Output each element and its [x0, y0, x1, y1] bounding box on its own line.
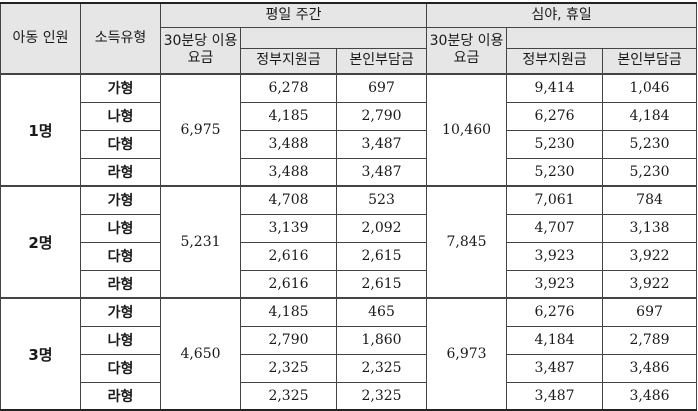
night-gov-cell: 3,487 — [506, 353, 604, 383]
night-self-cell: 4,184 — [602, 101, 698, 131]
income-type-cell: 나형 — [80, 101, 161, 131]
children-count-cell: 1명 — [0, 73, 81, 187]
weekday-gov-cell: 4,185 — [240, 297, 337, 327]
weekday-fee-cell: 5,231 — [160, 185, 241, 299]
weekday-self-cell: 1,860 — [335, 325, 428, 355]
night-gov-cell: 6,276 — [506, 101, 604, 131]
table-row: 다형 2,325 2,325 3,487 3,486 — [1, 353, 698, 383]
weekday-gov-cell: 3,139 — [240, 213, 337, 243]
weekday-gov-cell: 4,708 — [240, 185, 337, 215]
table-row: 나형 3,139 2,092 4,707 3,138 — [1, 213, 698, 243]
table-row: 3명 가형 4,650 4,185 465 6,973 6,276 697 — [0, 297, 698, 411]
header-children-count: 아동 인원 — [0, 2, 81, 75]
income-type-cell: 다형 — [80, 241, 161, 271]
weekday-self-cell: 2,615 — [335, 241, 428, 271]
night-gov-cell: 4,184 — [506, 325, 604, 355]
income-type-cell: 다형 — [80, 129, 161, 159]
header-weekday-gov: 정부지원금 — [240, 47, 337, 75]
table-row: 1명 가형 6,975 6,278 697 10,460 9,414 1,046 — [0, 73, 698, 187]
weekday-gov-cell: 2,616 — [240, 269, 337, 299]
weekday-self-cell: 697 — [335, 73, 428, 103]
children-count-cell: 2명 — [0, 185, 81, 299]
income-type-cell: 가형 — [80, 73, 161, 103]
header-income-type: 소득유형 — [80, 2, 161, 75]
weekday-self-cell: 2,325 — [335, 353, 428, 383]
night-self-cell: 3,138 — [602, 213, 698, 243]
weekday-self-cell: 2,615 — [335, 269, 428, 299]
night-gov-cell: 4,707 — [506, 213, 604, 243]
weekday-gov-cell: 2,325 — [240, 353, 337, 383]
weekday-self-cell: 2,325 — [335, 381, 428, 411]
table-row: 나형 4,185 2,790 6,276 4,184 — [1, 101, 698, 131]
header-night-fee: 30분당 이용요금 — [426, 26, 508, 75]
night-self-cell: 3,486 — [602, 381, 698, 411]
night-self-cell: 3,486 — [602, 353, 698, 383]
weekday-gov-cell: 2,616 — [240, 241, 337, 271]
night-self-cell: 1,046 — [602, 73, 698, 103]
night-gov-cell: 9,414 — [506, 73, 604, 103]
income-type-cell: 나형 — [80, 325, 161, 355]
weekday-gov-cell: 3,488 — [240, 129, 337, 159]
night-fee-cell: 10,460 — [426, 73, 508, 187]
night-fee-cell: 7,845 — [426, 185, 508, 299]
night-self-cell: 5,230 — [602, 157, 698, 187]
income-type-cell: 가형 — [80, 297, 161, 327]
table-row: 라형 2,325 2,325 3,487 3,486 — [1, 381, 698, 411]
night-self-cell: 697 — [602, 297, 698, 327]
table-row: 나형 2,790 1,860 4,184 2,789 — [1, 325, 698, 355]
weekday-fee-cell: 4,650 — [160, 297, 241, 411]
header-weekday-self: 본인부담금 — [335, 47, 428, 75]
weekday-self-cell: 2,790 — [335, 101, 428, 131]
table-row: 라형 2,616 2,615 3,923 3,922 — [1, 269, 698, 299]
income-type-cell: 라형 — [80, 157, 161, 187]
income-type-cell: 가형 — [80, 185, 161, 215]
night-gov-cell: 3,487 — [506, 381, 604, 411]
weekday-self-cell: 465 — [335, 297, 428, 327]
weekday-gov-cell: 3,488 — [240, 157, 337, 187]
children-count-cell: 3명 — [0, 297, 81, 411]
income-type-cell: 다형 — [80, 353, 161, 383]
header-weekday: 평일 주간 — [159, 2, 428, 28]
income-type-cell: 라형 — [80, 381, 161, 411]
weekday-gov-cell: 6,278 — [240, 73, 337, 103]
weekday-gov-cell: 2,790 — [240, 325, 337, 355]
night-gov-cell: 5,230 — [506, 129, 604, 159]
income-type-cell: 나형 — [80, 213, 161, 243]
table-body: 1명 가형 6,975 6,278 697 10,460 9,414 1,046… — [0, 73, 698, 411]
income-type-cell: 라형 — [80, 269, 161, 299]
weekday-gov-cell: 2,325 — [240, 381, 337, 411]
header-night-spacer — [506, 26, 698, 49]
weekday-self-cell: 2,092 — [335, 213, 428, 243]
weekday-fee-cell: 6,975 — [160, 73, 241, 187]
night-gov-cell: 3,923 — [506, 241, 604, 271]
header-night-holiday: 심야, 휴일 — [426, 2, 698, 28]
weekday-self-cell: 3,487 — [335, 157, 428, 187]
table-row: 다형 3,488 3,487 5,230 5,230 — [1, 129, 698, 159]
night-gov-cell: 6,276 — [506, 297, 604, 327]
weekday-self-cell: 3,487 — [335, 129, 428, 159]
table-header: 아동 인원 소득유형 평일 주간 심야, 휴일 30분당 이용요금 30분당 이… — [0, 2, 698, 75]
weekday-self-cell: 523 — [335, 185, 428, 215]
night-fee-cell: 6,973 — [426, 297, 508, 411]
night-self-cell: 5,230 — [602, 129, 698, 159]
night-gov-cell: 5,230 — [506, 157, 604, 187]
night-self-cell: 2,789 — [602, 325, 698, 355]
header-night-gov: 정부지원금 — [506, 47, 604, 75]
table-row: 라형 3,488 3,487 5,230 5,230 — [1, 157, 698, 187]
table-row: 다형 2,616 2,615 3,923 3,922 — [1, 241, 698, 271]
table-row: 2명 가형 5,231 4,708 523 7,845 7,061 784 — [0, 185, 698, 299]
header-weekday-fee: 30분당 이용요금 — [160, 26, 241, 75]
night-self-cell: 3,922 — [602, 269, 698, 299]
header-weekday-spacer — [239, 26, 428, 49]
weekday-gov-cell: 4,185 — [240, 101, 337, 131]
header-night-self: 본인부담금 — [602, 47, 698, 75]
night-self-cell: 784 — [602, 185, 698, 215]
night-gov-cell: 7,061 — [506, 185, 604, 215]
night-gov-cell: 3,923 — [506, 269, 604, 299]
night-self-cell: 3,922 — [602, 241, 698, 271]
